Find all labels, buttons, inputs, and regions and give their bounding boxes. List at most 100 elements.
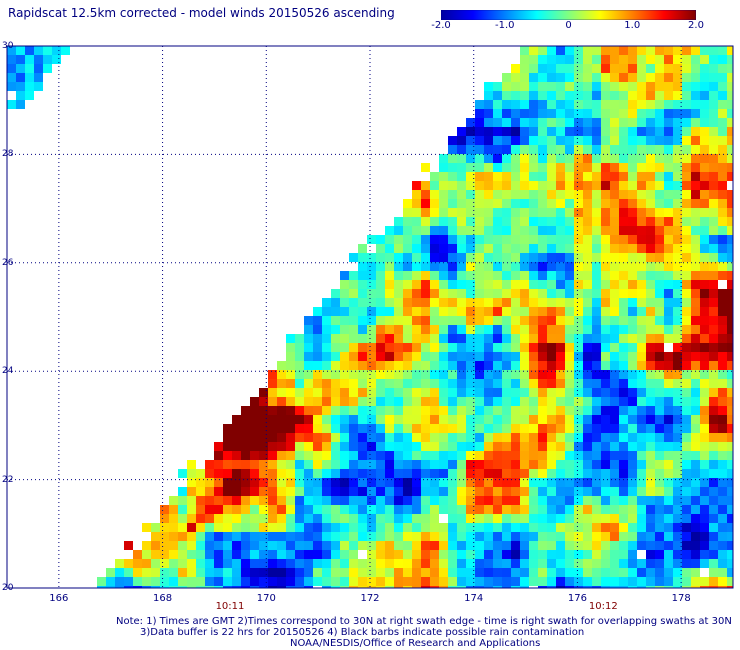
data-cell (439, 244, 448, 253)
data-cell (493, 523, 502, 532)
data-cell (520, 82, 529, 91)
data-cell (187, 586, 196, 588)
data-cell (223, 496, 232, 505)
data-cell (511, 190, 520, 199)
data-cell (637, 388, 646, 397)
data-cell (313, 379, 322, 388)
data-cell (484, 199, 493, 208)
data-cell (439, 325, 448, 334)
data-cell (691, 289, 700, 298)
data-cell (421, 208, 430, 217)
longitude-label: 174 (464, 593, 484, 604)
data-cell (394, 226, 403, 235)
data-cell (250, 487, 259, 496)
data-cell (196, 532, 205, 541)
data-cell (430, 487, 439, 496)
data-cell (430, 433, 439, 442)
data-cell (538, 379, 547, 388)
data-cell (421, 460, 430, 469)
data-cell (727, 460, 733, 469)
data-cell (16, 91, 25, 100)
data-cell (655, 208, 664, 217)
data-cell (277, 505, 286, 514)
data-cell (466, 136, 475, 145)
data-cell (421, 532, 430, 541)
data-cell (610, 235, 619, 244)
data-cell (574, 325, 583, 334)
data-cell (502, 532, 511, 541)
data-cell (475, 406, 484, 415)
data-cell (412, 568, 421, 577)
data-cell (286, 352, 295, 361)
data-cell (628, 280, 637, 289)
data-cell (313, 532, 322, 541)
data-cell (484, 118, 493, 127)
data-cell (331, 550, 340, 559)
data-cell (160, 523, 169, 532)
data-cell (133, 586, 142, 588)
data-cell (340, 424, 349, 433)
data-cell (313, 370, 322, 379)
data-cell (502, 523, 511, 532)
data-cell (340, 559, 349, 568)
data-cell (637, 127, 646, 136)
data-cell (340, 505, 349, 514)
data-cell (628, 136, 637, 145)
data-cell (565, 415, 574, 424)
data-cell (394, 388, 403, 397)
data-cell (385, 406, 394, 415)
data-cell (610, 334, 619, 343)
data-cell (322, 550, 331, 559)
data-cell (718, 64, 727, 73)
data-cell (340, 289, 349, 298)
data-cell (583, 352, 592, 361)
data-cell (664, 397, 673, 406)
data-cell (232, 487, 241, 496)
data-cell (322, 532, 331, 541)
data-cell (412, 289, 421, 298)
data-cell (511, 514, 520, 523)
data-cell (565, 262, 574, 271)
data-cell (484, 271, 493, 280)
data-cell (331, 325, 340, 334)
data-cell (700, 334, 709, 343)
data-cell (574, 262, 583, 271)
data-cell (610, 172, 619, 181)
data-cell (637, 154, 646, 163)
data-cell (214, 559, 223, 568)
data-cell (259, 586, 268, 588)
data-cell (376, 478, 385, 487)
data-cell (610, 406, 619, 415)
data-cell (304, 487, 313, 496)
data-cell (718, 577, 727, 586)
data-cell (457, 379, 466, 388)
data-cell (439, 532, 448, 541)
data-cell (313, 352, 322, 361)
data-cell (457, 433, 466, 442)
data-cell (205, 478, 214, 487)
data-cell (385, 559, 394, 568)
data-cell (322, 568, 331, 577)
data-cell (601, 235, 610, 244)
data-cell (709, 442, 718, 451)
data-cell (664, 217, 673, 226)
data-cell (250, 577, 259, 586)
data-cell (610, 469, 619, 478)
data-cell (331, 370, 340, 379)
data-cell (403, 415, 412, 424)
data-cell (691, 442, 700, 451)
data-cell (574, 46, 583, 55)
data-cell (673, 334, 682, 343)
data-cell (430, 226, 439, 235)
data-cell (673, 496, 682, 505)
data-cell (376, 577, 385, 586)
data-cell (709, 244, 718, 253)
data-cell (160, 505, 169, 514)
data-cell (556, 127, 565, 136)
data-cell (421, 253, 430, 262)
data-cell (682, 100, 691, 109)
data-cell (619, 253, 628, 262)
data-cell (610, 478, 619, 487)
data-cell (691, 559, 700, 568)
data-cell (700, 208, 709, 217)
